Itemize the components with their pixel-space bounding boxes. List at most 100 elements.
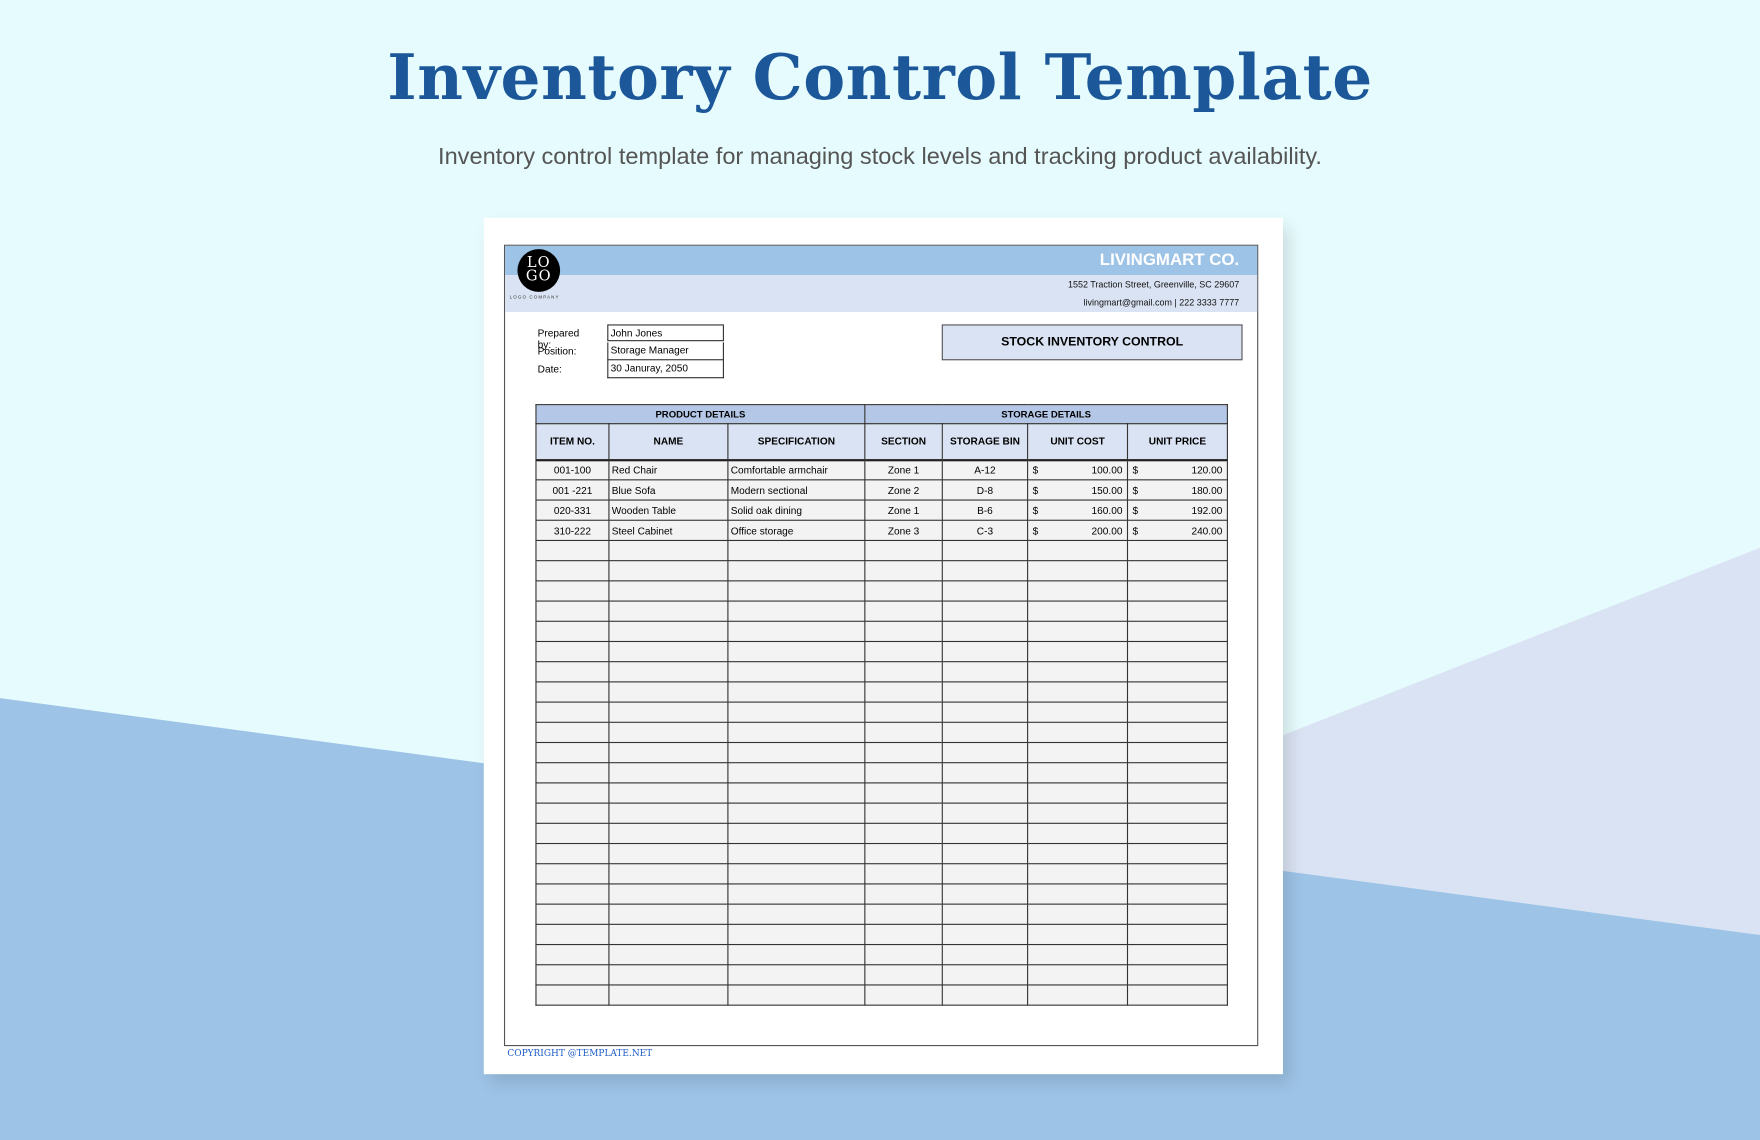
name-cell[interactable] — [608, 842, 729, 865]
unit-price-cell[interactable] — [1126, 600, 1228, 622]
unit-price-cell[interactable]: $240.00 — [1126, 519, 1228, 542]
specification-cell[interactable] — [727, 600, 866, 622]
unit-price-cell[interactable] — [1126, 762, 1228, 784]
unit-cost-cell[interactable] — [1027, 741, 1129, 764]
section-cell[interactable] — [864, 943, 943, 966]
specification-cell[interactable] — [727, 943, 866, 966]
unit-price-cell[interactable] — [1126, 923, 1228, 946]
item-no-cell[interactable] — [535, 782, 610, 804]
item-no-cell[interactable] — [535, 620, 610, 643]
specification-cell[interactable] — [727, 741, 866, 764]
specification-cell[interactable] — [727, 721, 866, 744]
unit-cost-cell[interactable] — [1027, 620, 1129, 643]
section-cell[interactable] — [864, 964, 943, 986]
name-cell[interactable] — [608, 762, 729, 784]
section-cell[interactable] — [864, 741, 943, 764]
section-cell[interactable]: Zone 1 — [864, 499, 943, 521]
name-cell[interactable] — [608, 580, 729, 602]
item-no-cell[interactable] — [535, 701, 610, 723]
storage-bin-cell[interactable] — [941, 539, 1029, 562]
unit-cost-cell[interactable] — [1027, 640, 1129, 663]
unit-price-cell[interactable] — [1126, 620, 1228, 643]
item-no-cell[interactable] — [535, 539, 610, 562]
section-cell[interactable] — [864, 721, 943, 744]
section-cell[interactable] — [864, 701, 943, 723]
section-cell[interactable] — [864, 681, 943, 703]
unit-cost-cell[interactable] — [1027, 681, 1129, 703]
item-no-cell[interactable]: 020-331 — [535, 499, 610, 521]
storage-bin-cell[interactable]: B-6 — [941, 499, 1029, 521]
unit-cost-cell[interactable] — [1027, 539, 1129, 562]
unit-cost-cell[interactable] — [1027, 984, 1129, 1006]
storage-bin-cell[interactable]: A-12 — [941, 459, 1029, 481]
unit-cost-cell[interactable] — [1027, 863, 1129, 885]
section-cell[interactable] — [864, 822, 943, 845]
item-no-cell[interactable] — [535, 600, 610, 622]
item-no-cell[interactable] — [535, 741, 610, 764]
unit-cost-cell[interactable]: $100.00 — [1027, 459, 1129, 481]
unit-cost-cell[interactable] — [1027, 560, 1129, 582]
storage-bin-cell[interactable] — [941, 842, 1029, 865]
storage-bin-cell[interactable]: D-8 — [941, 479, 1029, 501]
storage-bin-cell[interactable]: C-3 — [941, 519, 1029, 542]
section-cell[interactable] — [864, 640, 943, 663]
section-cell[interactable] — [864, 661, 943, 683]
storage-bin-cell[interactable] — [941, 923, 1029, 946]
unit-cost-cell[interactable]: $150.00 — [1027, 479, 1129, 501]
unit-price-cell[interactable] — [1126, 883, 1228, 905]
unit-cost-cell[interactable] — [1027, 883, 1129, 905]
item-no-cell[interactable] — [535, 560, 610, 582]
storage-bin-cell[interactable] — [941, 681, 1029, 703]
specification-cell[interactable] — [727, 580, 866, 602]
section-cell[interactable]: Zone 3 — [864, 519, 943, 542]
name-cell[interactable] — [608, 863, 729, 885]
storage-bin-cell[interactable] — [941, 620, 1029, 643]
item-no-cell[interactable] — [535, 580, 610, 602]
specification-cell[interactable] — [727, 661, 866, 683]
unit-price-cell[interactable] — [1126, 701, 1228, 723]
specification-cell[interactable] — [727, 681, 866, 703]
storage-bin-cell[interactable] — [941, 984, 1029, 1006]
unit-cost-cell[interactable] — [1027, 923, 1129, 946]
specification-cell[interactable] — [727, 964, 866, 986]
name-cell[interactable] — [608, 741, 729, 764]
name-cell[interactable]: Wooden Table — [608, 499, 729, 521]
unit-cost-cell[interactable] — [1027, 600, 1129, 622]
unit-price-cell[interactable] — [1126, 842, 1228, 865]
specification-cell[interactable] — [727, 802, 866, 824]
section-cell[interactable] — [864, 762, 943, 784]
section-cell[interactable]: Zone 1 — [864, 459, 943, 481]
storage-bin-cell[interactable] — [941, 600, 1029, 622]
unit-price-cell[interactable] — [1126, 903, 1228, 925]
name-cell[interactable] — [608, 883, 729, 905]
name-cell[interactable]: Steel Cabinet — [608, 519, 729, 542]
storage-bin-cell[interactable] — [941, 802, 1029, 824]
storage-bin-cell[interactable] — [941, 903, 1029, 925]
unit-price-cell[interactable] — [1126, 964, 1228, 986]
section-cell[interactable] — [864, 539, 943, 562]
name-cell[interactable] — [608, 539, 729, 562]
unit-price-cell[interactable] — [1126, 943, 1228, 966]
unit-cost-cell[interactable] — [1027, 903, 1129, 925]
item-no-cell[interactable] — [535, 661, 610, 683]
unit-price-cell[interactable] — [1126, 640, 1228, 663]
unit-cost-cell[interactable] — [1027, 964, 1129, 986]
item-no-cell[interactable] — [535, 943, 610, 966]
name-cell[interactable] — [608, 822, 729, 845]
name-cell[interactable]: Blue Sofa — [608, 479, 729, 501]
storage-bin-cell[interactable] — [941, 721, 1029, 744]
name-cell[interactable] — [608, 782, 729, 804]
item-no-cell[interactable]: 310-222 — [535, 519, 610, 542]
unit-price-cell[interactable] — [1126, 681, 1228, 703]
specification-cell[interactable] — [727, 560, 866, 582]
storage-bin-cell[interactable] — [941, 883, 1029, 905]
item-no-cell[interactable] — [535, 842, 610, 865]
unit-price-cell[interactable] — [1126, 741, 1228, 764]
item-no-cell[interactable] — [535, 964, 610, 986]
unit-price-cell[interactable] — [1126, 802, 1228, 824]
unit-price-cell[interactable] — [1126, 721, 1228, 744]
unit-cost-cell[interactable]: $160.00 — [1027, 499, 1129, 521]
name-cell[interactable] — [608, 620, 729, 643]
unit-price-cell[interactable]: $180.00 — [1126, 479, 1228, 501]
name-cell[interactable] — [608, 701, 729, 723]
